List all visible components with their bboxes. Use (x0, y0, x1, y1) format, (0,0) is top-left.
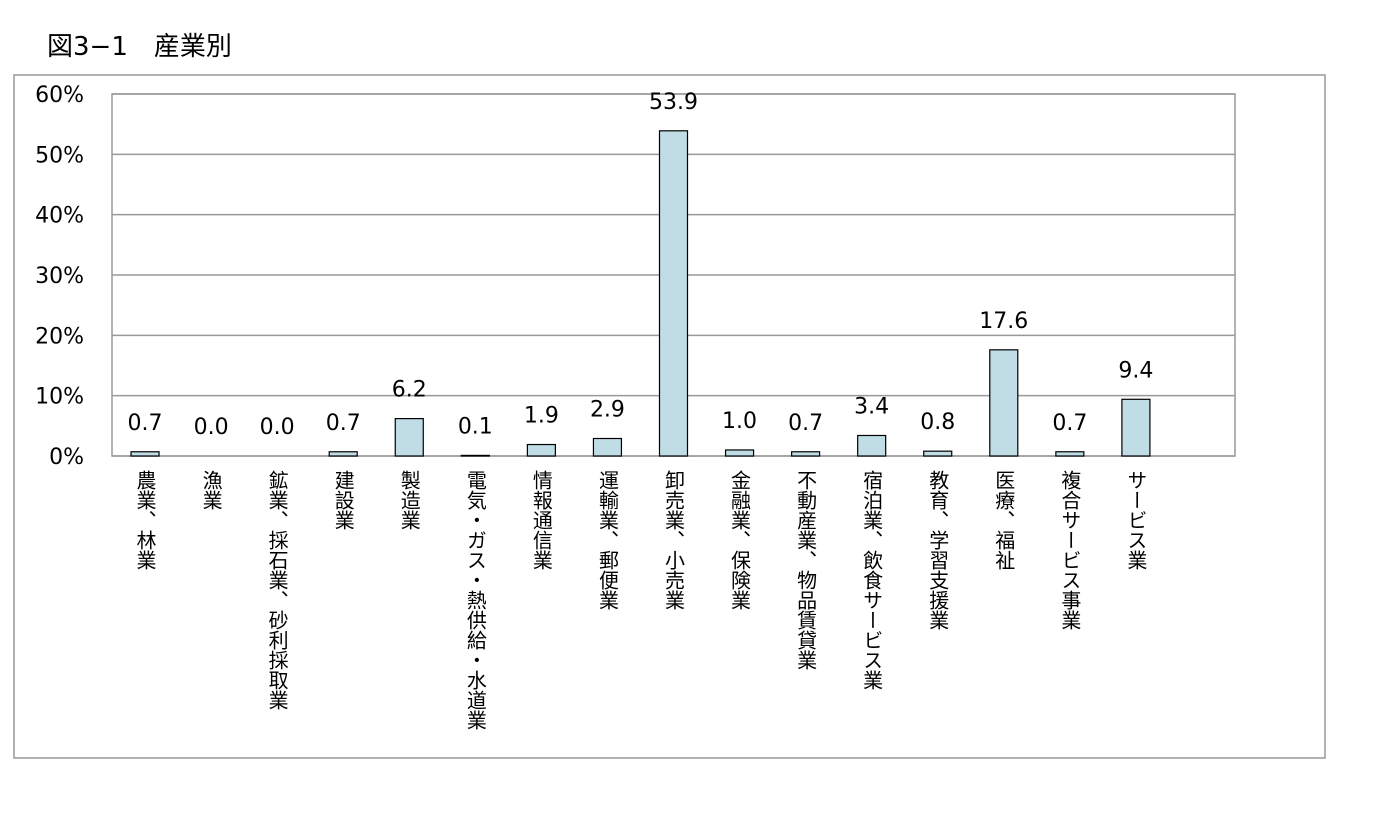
x-tick-label: サービス業 (1124, 470, 1148, 570)
y-tick-label: 50% (35, 143, 84, 168)
value-label: 0.7 (1052, 411, 1087, 436)
bar (923, 450, 953, 457)
value-label: 3.4 (854, 394, 889, 419)
value-label: 2.9 (590, 398, 625, 423)
x-tick-label: 漁業 (199, 470, 223, 510)
value-label: 53.9 (649, 90, 698, 115)
chart-frame (13, 74, 1326, 759)
x-tick-label: 不動産業、物品賃貸業 (794, 470, 818, 670)
x-tick-label: 建設業 (331, 470, 355, 530)
bar (1121, 398, 1151, 457)
x-tick-label: 複合サービス事業 (1058, 470, 1082, 630)
value-label: 0.7 (128, 411, 163, 436)
value-label: 0.7 (326, 411, 361, 436)
value-label: 17.6 (979, 309, 1028, 334)
bar (394, 417, 424, 457)
bar (724, 449, 755, 457)
value-label: 9.4 (1118, 358, 1153, 383)
value-label: 0.7 (788, 411, 823, 436)
bar (592, 437, 623, 457)
bar (328, 451, 358, 457)
x-tick-label: 製造業 (397, 470, 421, 530)
bar (130, 451, 160, 457)
bar (989, 349, 1019, 457)
x-tick-label: 農業、林業 (133, 470, 157, 570)
value-label: 1.0 (722, 409, 757, 434)
bar (658, 130, 689, 457)
x-tick-label: 運輸業、郵便業 (595, 470, 619, 610)
bar (460, 454, 490, 457)
value-label: 1.9 (524, 404, 559, 429)
y-tick-label: 60% (35, 83, 84, 108)
y-tick-label: 0% (49, 445, 84, 470)
value-label: 0.1 (458, 414, 493, 439)
x-tick-label: 電気・ガス・熱供給・水道業 (463, 470, 487, 730)
bar (857, 434, 887, 457)
value-label: 0.0 (194, 415, 229, 440)
x-tick-label: 医療、福祉 (992, 470, 1016, 570)
x-tick-label: 金融業、保険業 (728, 470, 752, 610)
x-tick-label: 教育、学習支援業 (926, 470, 950, 630)
x-tick-label: 情報通信業 (529, 470, 553, 570)
bar (791, 451, 821, 457)
x-tick-label: 卸売業、小売業 (662, 470, 686, 610)
value-label: 6.2 (392, 378, 427, 403)
y-tick-label: 20% (35, 324, 84, 349)
y-tick-label: 40% (35, 204, 84, 229)
chart-title: 図3−1 産業別 (47, 32, 232, 62)
y-tick-label: 30% (35, 264, 84, 289)
bar (526, 443, 556, 457)
y-tick-label: 10% (35, 385, 84, 410)
value-label: 0.0 (260, 415, 295, 440)
x-tick-label: 宿泊業、飲食サービス業 (860, 470, 884, 690)
value-label: 0.8 (920, 410, 955, 435)
x-tick-label: 鉱業、採石業、砂利採取業 (265, 470, 289, 710)
bar (1055, 451, 1085, 457)
